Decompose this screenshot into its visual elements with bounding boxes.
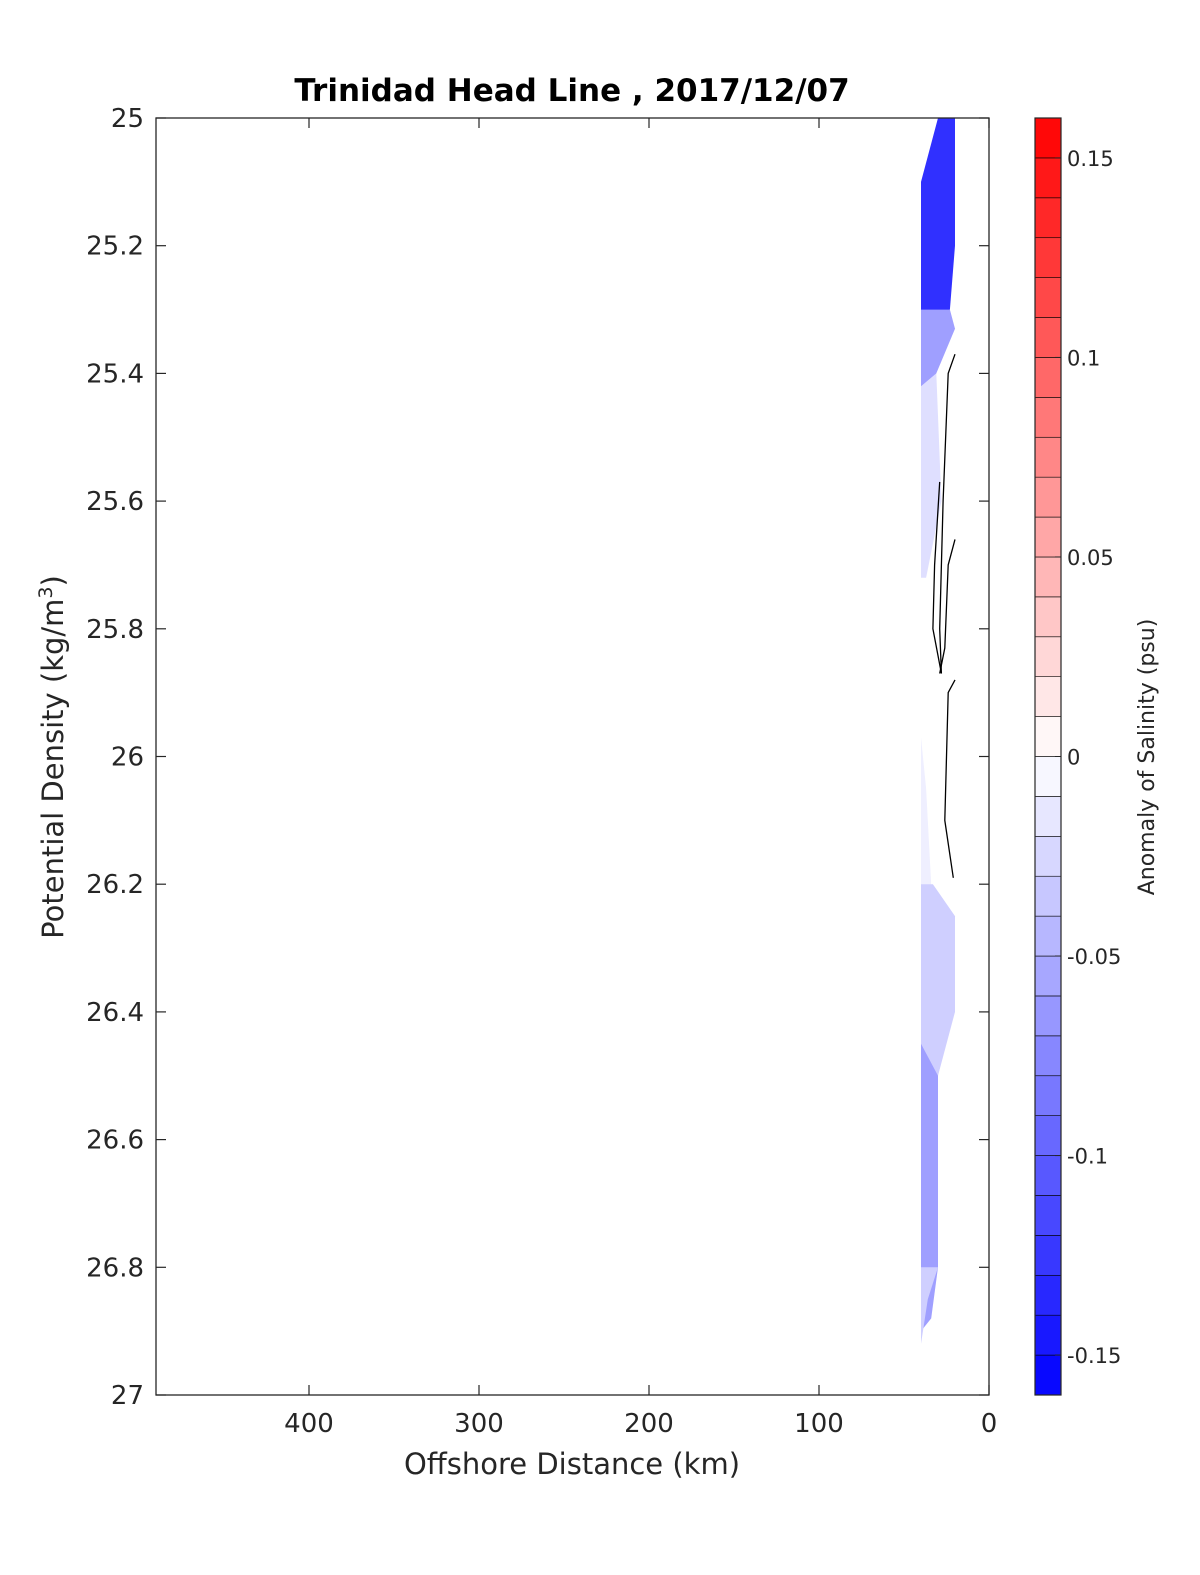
colorbar-band — [1034, 915, 1062, 957]
chart-title: Trinidad Head Line , 2017/12/07 — [294, 73, 849, 109]
colorbar-band — [1034, 875, 1062, 917]
contour-fill-layer — [921, 118, 955, 1344]
colorbar-band — [1034, 756, 1062, 797]
colorbar-band — [1034, 676, 1062, 717]
colorbar-label: Anomaly of Salinity (psu) — [1135, 619, 1160, 896]
y-tick-label: 25.6 — [86, 487, 144, 517]
contour-line-1 — [939, 539, 956, 674]
colorbar-tick-label: 0.15 — [1067, 147, 1114, 171]
contour-line-layer — [932, 353, 956, 878]
contour-region-0 — [921, 118, 955, 323]
colorbar-tick-label: -0.05 — [1067, 945, 1121, 969]
x-tick-label: 0 — [981, 1409, 998, 1439]
colorbar-band — [1034, 596, 1062, 638]
colorbar-band — [1034, 436, 1062, 478]
colorbar-band — [1034, 237, 1062, 278]
contour-region-2 — [921, 373, 942, 578]
y-tick-label: 26 — [111, 743, 144, 773]
colorbar-band — [1034, 476, 1062, 518]
colorbar-band — [1034, 1274, 1062, 1316]
y-tick-label: 26.2 — [86, 870, 144, 900]
colorbar-band — [1034, 397, 1062, 438]
colorbar-band — [1034, 317, 1062, 358]
x-tick-label: 200 — [624, 1409, 674, 1439]
colorbar-tick-label: -0.1 — [1067, 1145, 1108, 1169]
x-tick-label: 100 — [794, 1409, 844, 1439]
y-tick-label: 26.8 — [86, 1253, 144, 1283]
y-tick-label: 25 — [111, 104, 144, 134]
colorbar-band — [1034, 1035, 1062, 1077]
colorbar-band — [1034, 1075, 1062, 1116]
colorbar-band — [1034, 836, 1062, 877]
colorbar-band — [1034, 995, 1062, 1037]
contour-region-5 — [921, 1043, 938, 1332]
y-tick-label: 27 — [111, 1381, 144, 1411]
contour-region-6 — [921, 1267, 938, 1344]
colorbar-tick-label: -0.15 — [1067, 1344, 1121, 1368]
y-tick-label: 25.2 — [86, 232, 144, 262]
colorbar-band — [1034, 955, 1062, 997]
colorbar-band — [1034, 277, 1062, 318]
colorbar-tick-label: 0.1 — [1067, 346, 1100, 370]
x-tick-label: 300 — [454, 1409, 504, 1439]
y-tick-label: 26.4 — [86, 998, 144, 1028]
x-tick-label: 400 — [284, 1409, 334, 1439]
colorbar-band — [1034, 1235, 1062, 1276]
colorbar-band — [1034, 1314, 1062, 1356]
y-axis-label: Potential Density (kg/m3) — [35, 575, 70, 939]
y-axis-label-text: Potential Density (kg/m — [36, 599, 70, 939]
colorbar-band — [1034, 1195, 1062, 1236]
colorbar-tick-label: 0 — [1067, 746, 1080, 770]
colorbar-band — [1034, 117, 1062, 159]
y-tick-label: 26.6 — [86, 1126, 144, 1156]
x-axis-label: Offshore Distance (km) — [404, 1447, 740, 1481]
x-axis: 400 300 200 100 0 — [284, 118, 997, 1439]
colorbar-band — [1034, 1354, 1062, 1396]
y-tick-label: 25.8 — [86, 615, 144, 645]
y-axis-label-close: ) — [36, 575, 70, 586]
colorbar-band — [1034, 636, 1062, 677]
y-axis-label-superscript: 3 — [35, 586, 57, 598]
colorbar-band — [1034, 516, 1062, 558]
colorbar-band — [1034, 556, 1062, 598]
contour-line-2 — [944, 679, 956, 878]
colorbar-band — [1034, 197, 1062, 239]
colorbar-tick-label: 0.05 — [1067, 546, 1114, 570]
colorbar-band — [1034, 1115, 1062, 1156]
colorbar: 0.15 0.1 0.05 0 -0.05 -0.1 -0.15 — [1034, 117, 1121, 1396]
y-tick-label: 25.4 — [86, 359, 144, 389]
colorbar-band — [1034, 796, 1062, 837]
contour-line-0 — [932, 353, 956, 674]
colorbar-band — [1034, 157, 1062, 199]
colorbar-band — [1034, 716, 1062, 757]
plot-area — [156, 118, 989, 1395]
colorbar-band — [1034, 1155, 1062, 1196]
contour-region-4 — [921, 884, 955, 1076]
colorbar-band — [1034, 357, 1062, 398]
y-axis: 25 25.2 25.4 25.6 25.8 26 26.2 26.4 26.6 26.8 27 — [86, 104, 989, 1411]
